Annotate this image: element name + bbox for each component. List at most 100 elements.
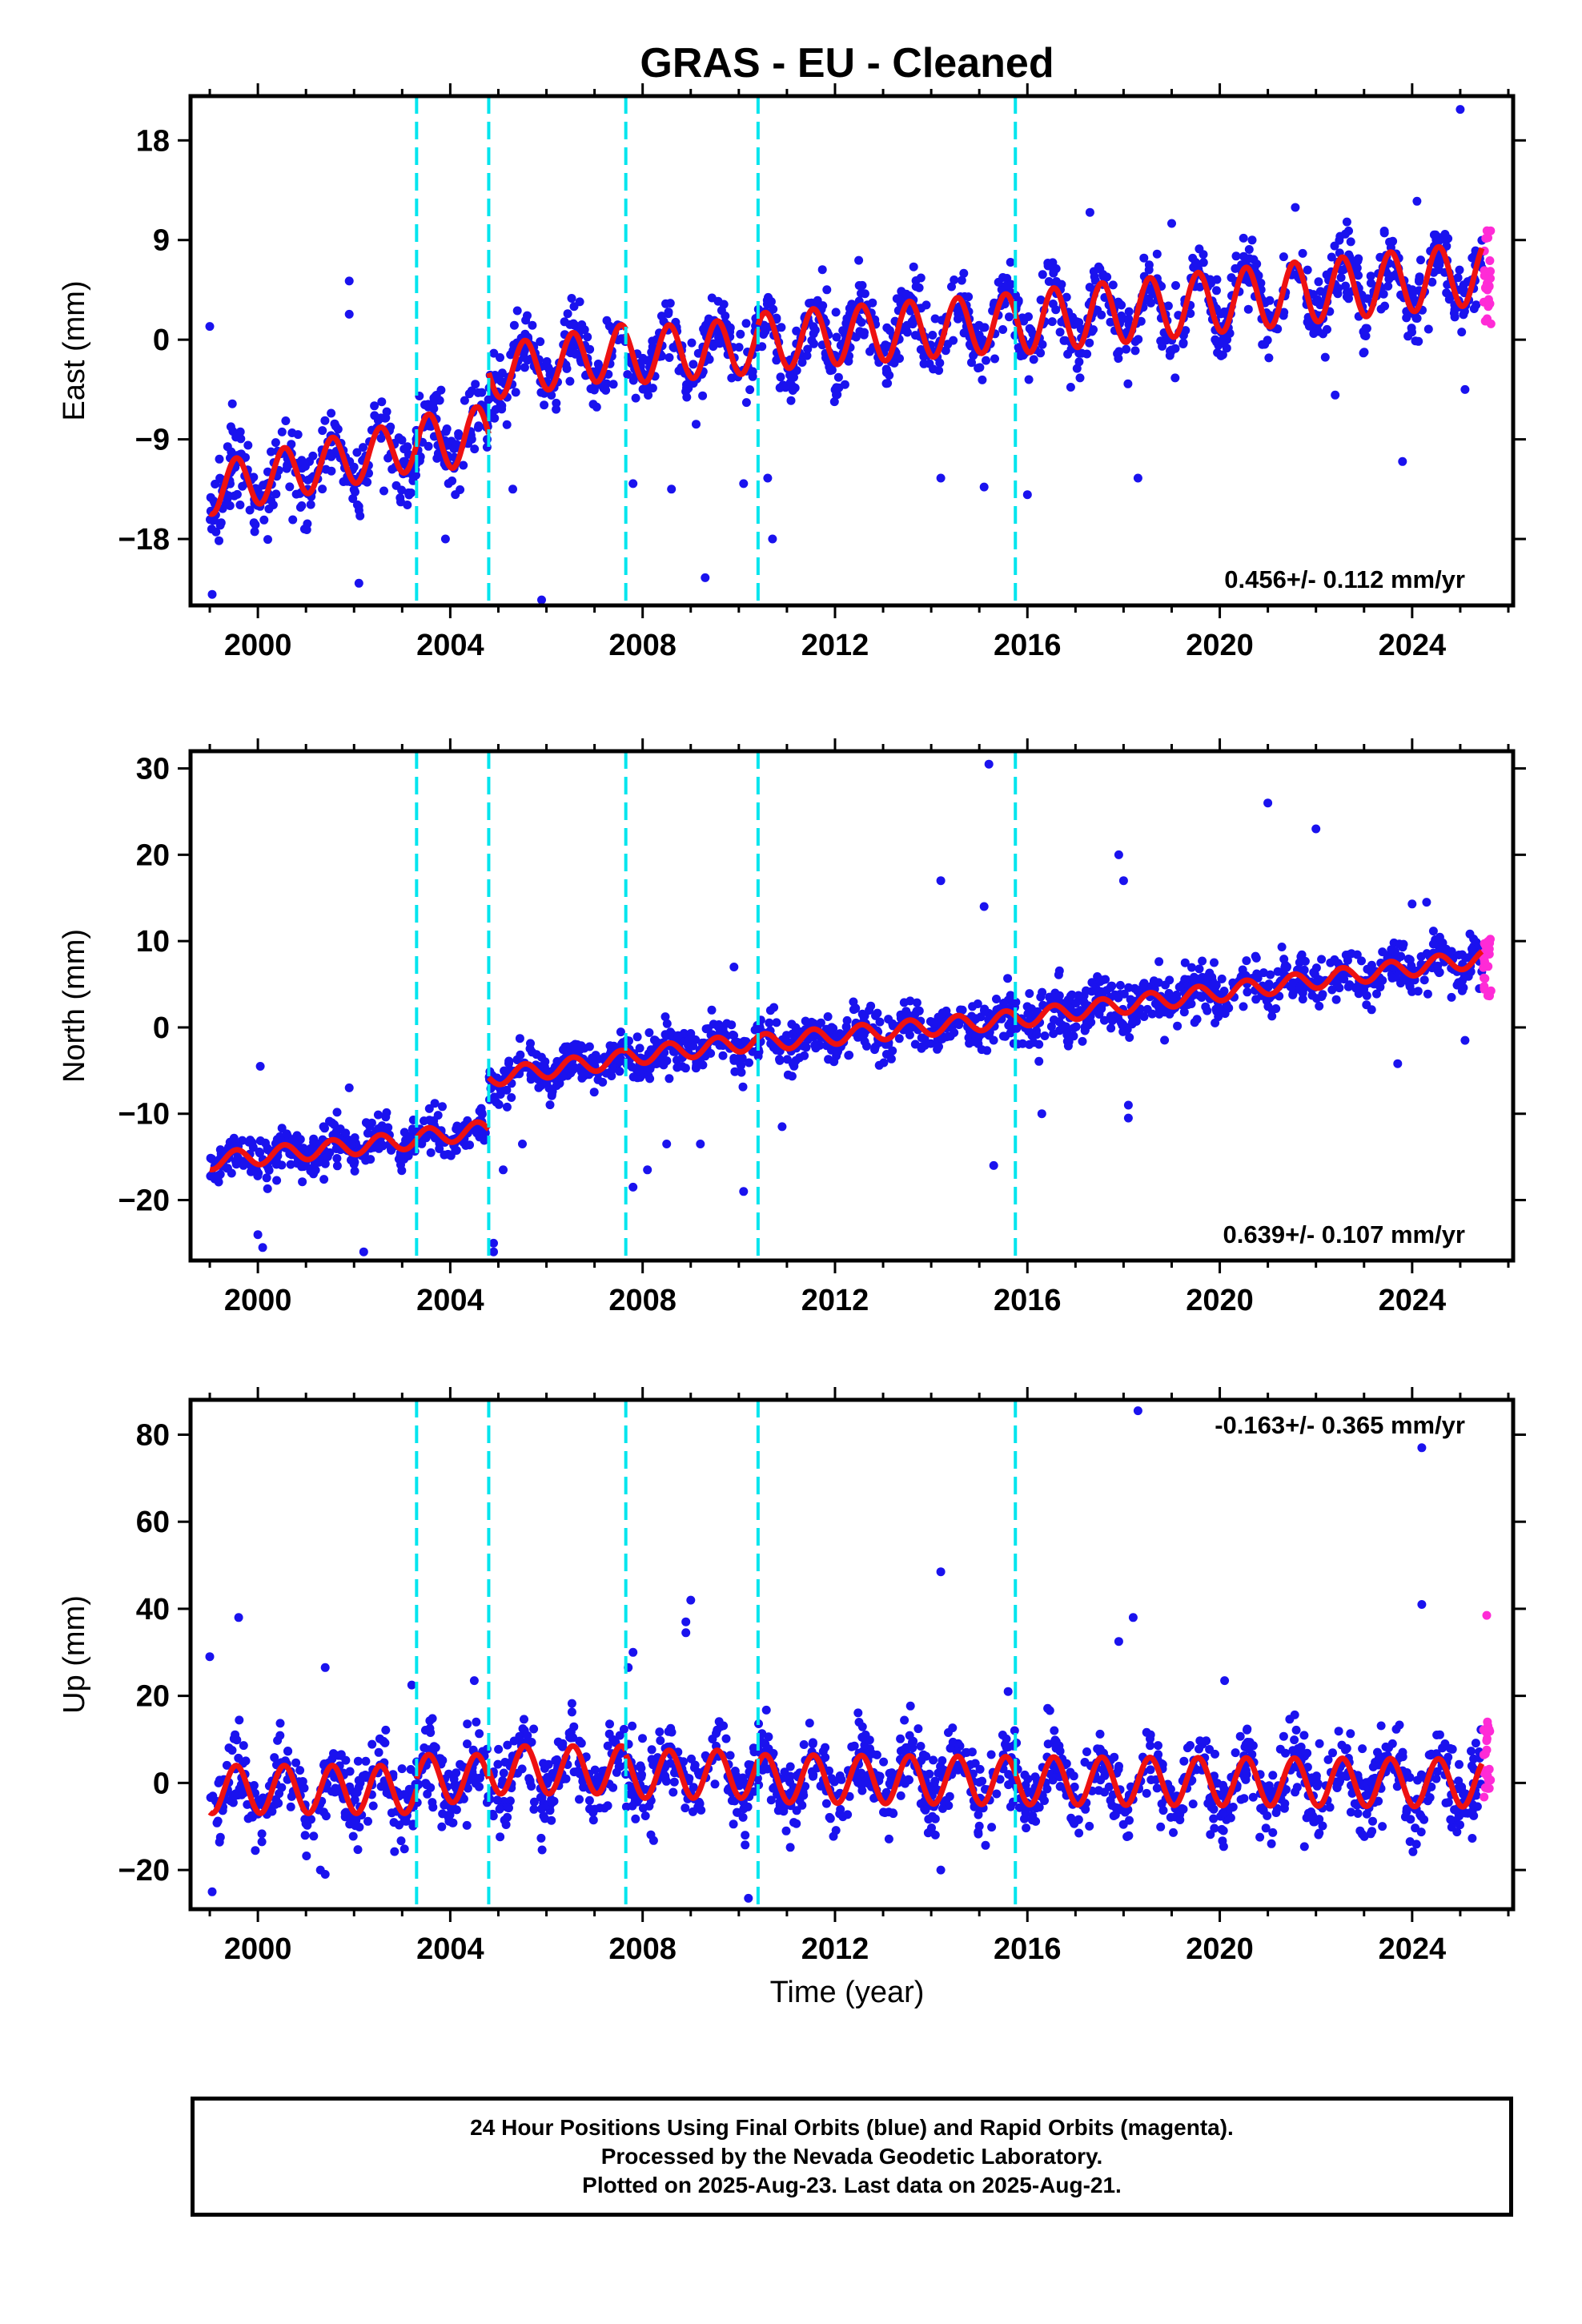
data-point bbox=[1328, 1748, 1337, 1758]
data-point bbox=[1209, 1804, 1219, 1814]
data-point bbox=[403, 442, 412, 452]
data-point bbox=[905, 1701, 915, 1711]
data-point bbox=[992, 1789, 1002, 1799]
data-point bbox=[552, 404, 561, 414]
data-point bbox=[589, 1088, 599, 1097]
data-point bbox=[734, 343, 744, 352]
data-point bbox=[1292, 1783, 1302, 1792]
data-point bbox=[1094, 1786, 1103, 1795]
x-tick-label: 2024 bbox=[1379, 1284, 1447, 1317]
data-point bbox=[381, 413, 391, 423]
data-point bbox=[894, 1034, 904, 1043]
data-point bbox=[667, 1727, 677, 1737]
data-point bbox=[270, 1753, 279, 1763]
data-point bbox=[673, 1055, 681, 1065]
data-point bbox=[927, 1823, 936, 1832]
rapid-point bbox=[1485, 991, 1494, 1001]
data-point bbox=[590, 1765, 600, 1775]
data-point bbox=[320, 416, 330, 425]
data-point bbox=[512, 306, 522, 316]
rapid-point bbox=[1485, 299, 1495, 308]
data-point bbox=[780, 1767, 789, 1777]
data-point bbox=[1362, 991, 1371, 1000]
data-point bbox=[1205, 1745, 1215, 1754]
outlier-point bbox=[1133, 473, 1142, 483]
data-point bbox=[376, 433, 386, 443]
final-orbit-points bbox=[206, 203, 1487, 545]
data-point bbox=[207, 1154, 217, 1164]
data-point bbox=[807, 336, 817, 345]
data-point bbox=[831, 308, 841, 317]
data-point bbox=[938, 1034, 947, 1043]
data-point bbox=[1320, 352, 1330, 362]
data-point bbox=[1346, 1807, 1355, 1817]
data-point bbox=[503, 1803, 512, 1812]
data-point bbox=[686, 379, 696, 388]
data-point bbox=[1267, 1011, 1277, 1021]
data-point bbox=[974, 1810, 983, 1819]
data-point bbox=[477, 1109, 487, 1119]
data-point bbox=[1077, 348, 1086, 358]
data-point bbox=[1038, 987, 1047, 997]
data-point bbox=[275, 1719, 285, 1728]
model-curve bbox=[414, 1119, 491, 1145]
data-point bbox=[664, 308, 673, 317]
data-point bbox=[851, 1004, 861, 1013]
plot-area bbox=[205, 105, 1496, 605]
data-point bbox=[528, 320, 537, 330]
data-point bbox=[1070, 1782, 1079, 1791]
data-point bbox=[776, 372, 785, 382]
data-point bbox=[1071, 1022, 1081, 1031]
data-point bbox=[539, 1811, 548, 1821]
rapid-point bbox=[1484, 962, 1493, 971]
data-point bbox=[872, 1750, 881, 1759]
outlier-point bbox=[1037, 1109, 1046, 1119]
data-point bbox=[608, 380, 618, 389]
data-point bbox=[480, 1136, 489, 1145]
data-point bbox=[281, 416, 291, 425]
data-point bbox=[223, 442, 232, 452]
data-point bbox=[1217, 974, 1227, 983]
data-point bbox=[509, 320, 519, 330]
data-point bbox=[857, 1030, 866, 1039]
x-tick-label: 2020 bbox=[1186, 1284, 1254, 1317]
data-point bbox=[857, 1722, 867, 1731]
data-point bbox=[215, 473, 225, 483]
data-point bbox=[1247, 235, 1257, 245]
data-point bbox=[397, 1764, 407, 1774]
velocity-label: 0.456+/- 0.112 mm/yr bbox=[1224, 565, 1465, 593]
model-curve bbox=[1012, 243, 1485, 356]
y-tick-label: 18 bbox=[136, 124, 170, 158]
data-point bbox=[1005, 312, 1014, 322]
data-point bbox=[616, 1056, 624, 1066]
y-axis-label: East (mm) bbox=[58, 280, 91, 420]
outlier-point bbox=[1123, 1113, 1133, 1123]
data-point bbox=[532, 1050, 541, 1059]
data-point bbox=[209, 497, 219, 506]
data-point bbox=[1010, 1726, 1019, 1735]
data-point bbox=[475, 1782, 484, 1791]
y-tick-label: −9 bbox=[135, 424, 170, 457]
data-point bbox=[769, 304, 778, 314]
outlier-point bbox=[1393, 1059, 1403, 1068]
data-point bbox=[247, 1811, 256, 1820]
data-point bbox=[1193, 975, 1203, 983]
data-point bbox=[888, 1046, 897, 1055]
data-point bbox=[551, 1755, 560, 1765]
data-point bbox=[370, 401, 379, 411]
data-point bbox=[1271, 1004, 1281, 1013]
data-point bbox=[588, 400, 598, 409]
data-point bbox=[1258, 340, 1267, 349]
data-point bbox=[737, 1061, 745, 1070]
data-point bbox=[548, 1798, 557, 1807]
data-point bbox=[1090, 272, 1099, 282]
data-point bbox=[665, 1028, 675, 1038]
data-point bbox=[521, 316, 531, 325]
data-point bbox=[818, 301, 828, 311]
data-point bbox=[628, 376, 638, 385]
data-point bbox=[1218, 350, 1227, 360]
data-point bbox=[536, 1833, 546, 1843]
data-point bbox=[719, 300, 729, 309]
data-point bbox=[421, 1779, 431, 1788]
data-point bbox=[1066, 1813, 1076, 1823]
